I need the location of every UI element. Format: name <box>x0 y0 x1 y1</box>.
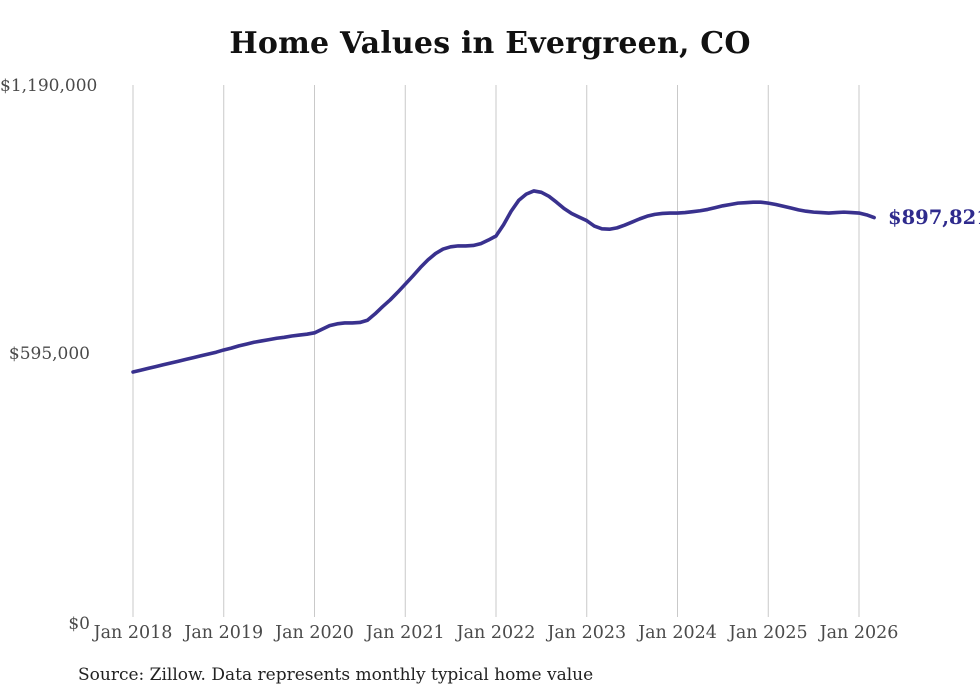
x-axis-tick-label: Jan 2019 <box>184 623 264 643</box>
x-axis-tick-label: Jan 2026 <box>819 623 899 643</box>
x-axis-tick-label: Jan 2025 <box>728 623 808 643</box>
chart-title: Home Values in Evergreen, CO <box>229 26 751 61</box>
current-value-label: $897,821 <box>888 205 980 229</box>
source-note: Source: Zillow. Data represents monthly … <box>78 665 594 685</box>
x-axis-tick-label: Jan 2021 <box>365 623 445 643</box>
y-axis-tick-label: $595,000 <box>8 344 90 364</box>
x-axis-tick-label: Jan 2023 <box>547 623 627 643</box>
y-axis-tick-label: $1,190,000 <box>0 76 98 96</box>
x-axis-tick-label: Jan 2018 <box>93 623 173 643</box>
x-axis-tick-label: Jan 2022 <box>456 623 536 643</box>
x-axis-tick-label: Jan 2024 <box>638 623 717 643</box>
x-axis-tick-label: Jan 2020 <box>275 623 354 643</box>
y-axis-tick-label: $0 <box>68 614 90 634</box>
home-value-line <box>131 189 876 374</box>
